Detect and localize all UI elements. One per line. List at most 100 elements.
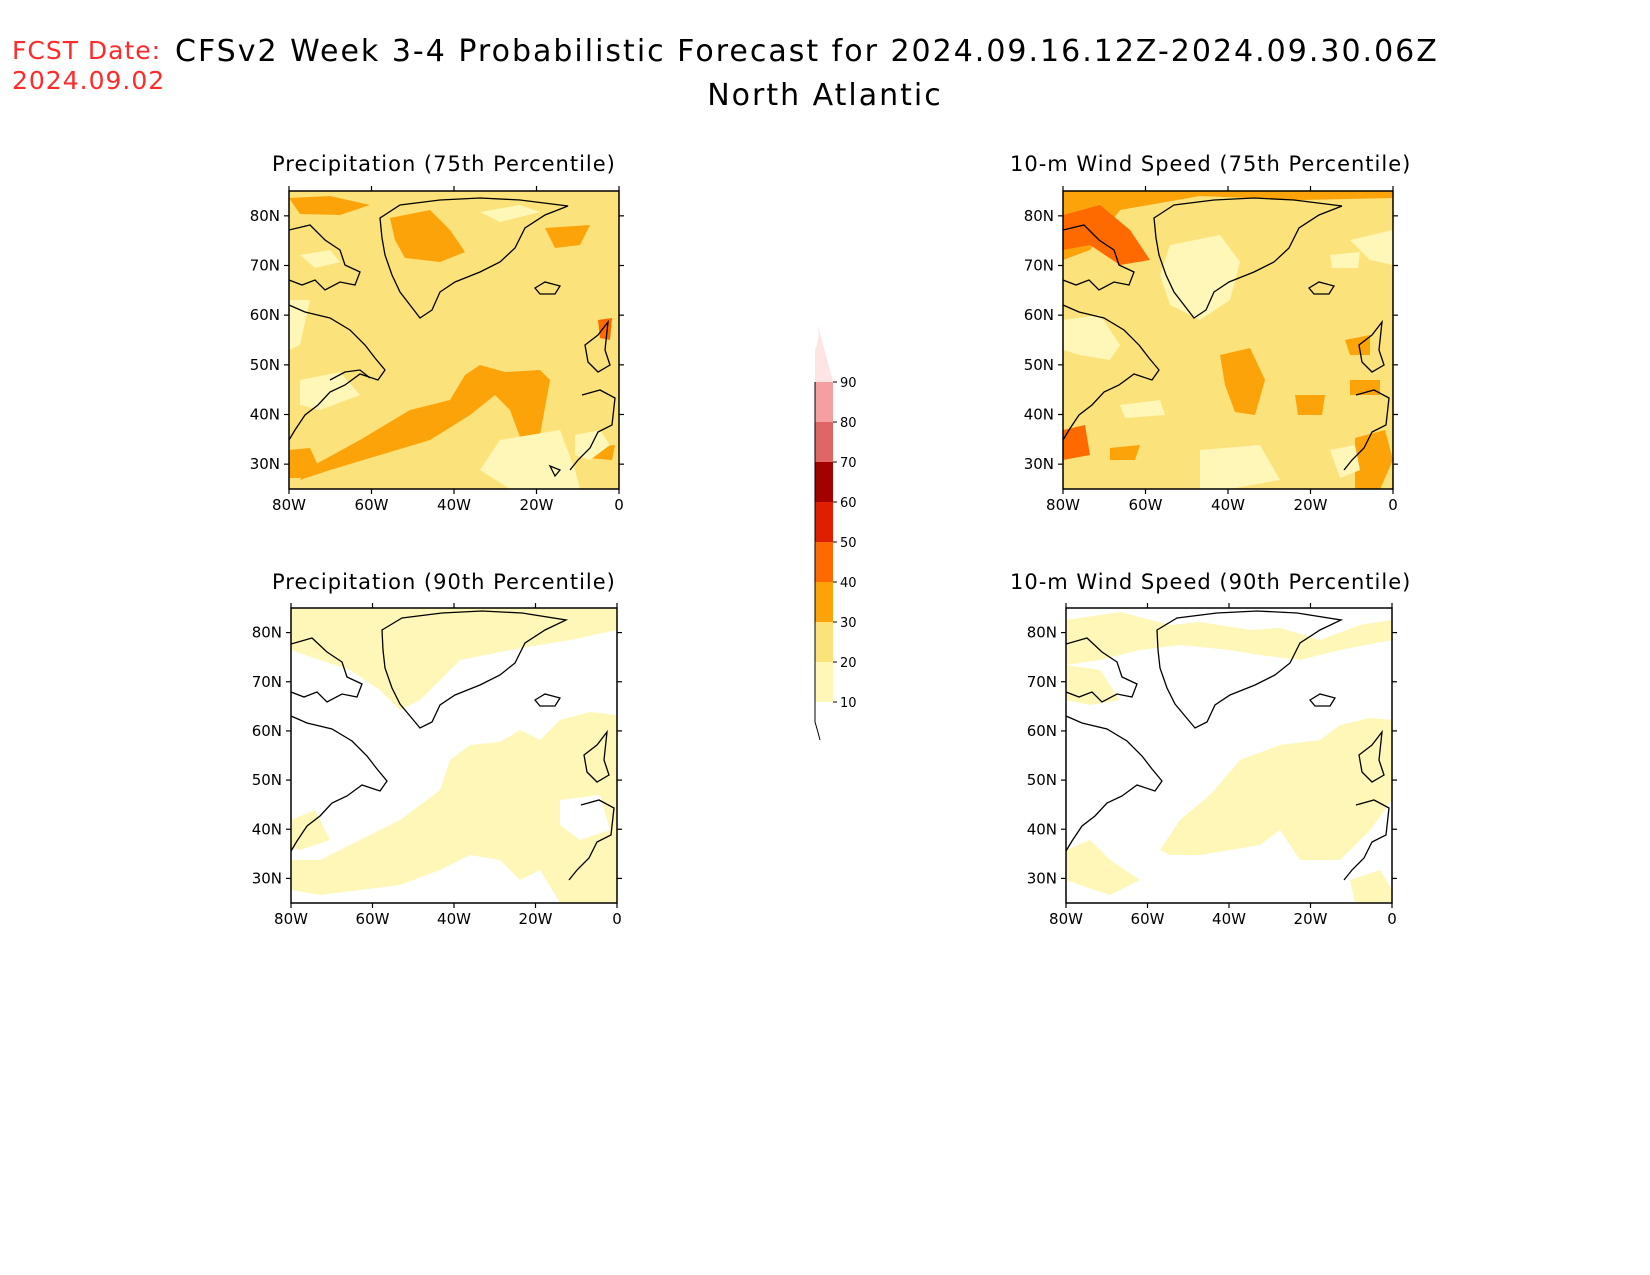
- shade-30-40: [1063, 191, 1393, 260]
- coastlines: [1063, 197, 1390, 471]
- coastlines: [289, 197, 616, 478]
- lat-tick-label: 70N: [1024, 257, 1054, 275]
- shade-10-20: [291, 712, 617, 903]
- panel-title-precip75: Precipitation (75th Percentile): [272, 152, 616, 176]
- lat-tick-label: 40N: [252, 820, 282, 838]
- colorbar-label: 50: [840, 536, 857, 551]
- colorbar-label: 20: [840, 656, 857, 671]
- lat-tick-label: 70N: [252, 673, 282, 691]
- lat-tick-label: 40N: [1024, 406, 1054, 424]
- lat-tick-label: 60N: [1027, 722, 1057, 740]
- shade-10-20: [1120, 400, 1165, 418]
- colorbar-tail: [814, 702, 821, 741]
- colorbar-label: 10: [840, 696, 857, 711]
- colorbar-segment: [815, 462, 833, 502]
- panel-title-wind90: 10-m Wind Speed (90th Percentile): [1010, 570, 1412, 594]
- shade-30-40: [300, 365, 550, 480]
- lon-tick-label: 0: [1388, 496, 1398, 514]
- lon-tick-label: 80W: [1046, 496, 1080, 514]
- colorbar-label: 90: [840, 376, 857, 391]
- lon-tick-label: 80W: [1049, 910, 1083, 928]
- lon-tick-label: 60W: [1131, 910, 1165, 928]
- lon-tick-label: 20W: [520, 496, 554, 514]
- shade-10-20: [1066, 612, 1392, 665]
- shade-10-20: [291, 608, 617, 710]
- shade-10-20: [480, 205, 540, 222]
- colorbar-segment: [815, 322, 833, 382]
- lon-tick-label: 0: [614, 496, 624, 514]
- lon-tick-label: 80W: [272, 496, 306, 514]
- colorbar-label: 80: [840, 416, 857, 431]
- colorbar: 10 20 30 40 50 60 70 80 90: [814, 322, 857, 741]
- lon-tick-label: 20W: [1294, 910, 1328, 928]
- lat-tick-label: 30N: [1027, 869, 1057, 887]
- lat-tick-label: 60N: [1024, 306, 1054, 324]
- shade-30-40: [289, 448, 320, 478]
- shade-10-20: [1066, 840, 1140, 895]
- shade-10-20: [1330, 445, 1360, 478]
- lat-tick-label: 30N: [1024, 455, 1054, 473]
- shade-10-20: [300, 250, 340, 268]
- shade-30-40: [1110, 445, 1140, 460]
- lon-tick-label: 60W: [355, 496, 389, 514]
- lat-tick-label: 70N: [1027, 673, 1057, 691]
- panel-title-wind75: 10-m Wind Speed (75th Percentile): [1010, 152, 1412, 176]
- colorbar-label: 70: [840, 456, 857, 471]
- shade-30-40: [1220, 348, 1265, 415]
- shade-30-40: [545, 225, 590, 248]
- colorbar-segment: [815, 422, 833, 462]
- shade-10-20: [575, 430, 610, 460]
- lon-tick-label: 40W: [1211, 496, 1245, 514]
- lon-tick-label: 20W: [1294, 496, 1328, 514]
- lat-tick-label: 60N: [250, 306, 280, 324]
- shade-30-40: [1355, 430, 1393, 489]
- shade-10-20: [480, 430, 580, 489]
- lon-tick-label: 40W: [437, 496, 471, 514]
- colorbar-segment: [815, 382, 833, 422]
- lat-tick-label: 40N: [250, 406, 280, 424]
- lon-tick-label: 0: [612, 910, 622, 928]
- map-panel-precip90: [291, 608, 617, 903]
- shade-40-50: [598, 318, 612, 340]
- lat-tick-label: 40N: [1027, 820, 1057, 838]
- lon-tick-label: 20W: [519, 910, 553, 928]
- lat-tick-label: 30N: [250, 455, 280, 473]
- colorbar-segment: [815, 662, 833, 702]
- shade-10-20: [1350, 230, 1393, 265]
- coastlines: [291, 610, 615, 881]
- lon-tick-label: 40W: [1212, 910, 1246, 928]
- shade-10-20: [1200, 445, 1280, 489]
- shade-10-20: [300, 372, 360, 410]
- shade-10-20: [1063, 315, 1120, 360]
- map-panel-precip75: [289, 191, 619, 489]
- coastlines: [1066, 610, 1390, 881]
- page-subtitle: North Atlantic: [707, 78, 943, 113]
- lat-tick-label: 60N: [252, 722, 282, 740]
- lon-tick-label: 60W: [1129, 496, 1163, 514]
- lon-tick-label: 60W: [356, 910, 390, 928]
- lat-tick-label: 50N: [1024, 356, 1054, 374]
- lat-tick-label: 50N: [250, 356, 280, 374]
- shade-none: [560, 795, 610, 840]
- forecast-date: FCST Date: 2024.09.02: [12, 36, 165, 96]
- colorbar-label: 60: [840, 496, 857, 511]
- shade-40-50: [1063, 425, 1090, 460]
- colorbar-segment: [815, 502, 833, 542]
- shade-10-20: [291, 810, 330, 850]
- shade-30-40: [1295, 395, 1325, 415]
- shade-10-20: [1160, 718, 1392, 860]
- shade-30-40: [1345, 335, 1370, 355]
- colorbar-segment: [815, 622, 833, 662]
- shade-30-40: [390, 210, 465, 262]
- shade-10-20: [1350, 870, 1392, 903]
- shade-40-50: [1063, 205, 1150, 265]
- page-title: CFSv2 Week 3-4 Probabilistic Forecast fo…: [175, 34, 1439, 69]
- lat-tick-label: 50N: [252, 771, 282, 789]
- colorbar-segment: [815, 582, 833, 622]
- shade-10-20: [1066, 665, 1120, 705]
- forecast-date-value: 2024.09.02: [12, 66, 166, 95]
- colorbar-label: 30: [840, 616, 857, 631]
- lon-tick-label: 0: [1387, 910, 1397, 928]
- lat-tick-label: 80N: [252, 624, 282, 642]
